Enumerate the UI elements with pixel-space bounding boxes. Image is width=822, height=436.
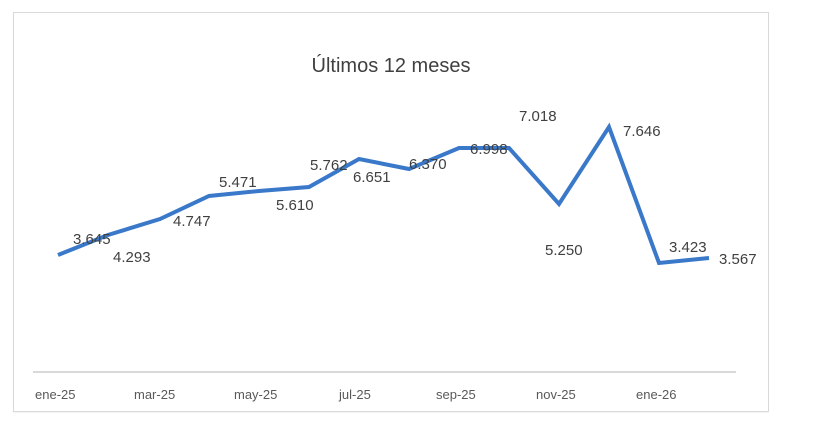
series-line	[57, 122, 710, 266]
data-label: 4.747	[173, 213, 211, 230]
data-label: 6.370	[409, 156, 447, 173]
data-label: 3.645	[73, 231, 111, 248]
data-label: 4.293	[113, 249, 151, 266]
chart-frame: Últimos 12 meses	[13, 12, 769, 412]
data-label: 5.762	[310, 157, 348, 174]
data-label: 3.567	[719, 251, 757, 268]
data-label: 5.250	[545, 242, 583, 259]
data-label: 5.610	[276, 197, 314, 214]
x-axis-ticks: ene-25 mar-25 may-25 jul-25 sep-25 nov-2…	[35, 387, 676, 402]
x-tick-label: nov-25	[536, 387, 576, 402]
chart-title: Últimos 12 meses	[311, 55, 471, 77]
data-label: 6.998	[470, 141, 508, 158]
data-label: 5.471	[219, 174, 257, 191]
x-tick-label: sep-25	[436, 387, 476, 402]
data-labels: 3.645 4.293 4.747 5.471 5.610 5.762 6.65…	[73, 108, 757, 268]
data-label: 6.651	[353, 169, 391, 186]
x-tick-label: jul-25	[338, 387, 371, 402]
x-tick-label: mar-25	[134, 387, 175, 402]
x-tick-label: ene-26	[636, 387, 676, 402]
data-label: 7.018	[519, 108, 557, 125]
x-tick-label: may-25	[234, 387, 277, 402]
x-tick-label: ene-25	[35, 387, 75, 402]
data-label: 3.423	[669, 239, 707, 256]
data-label: 7.646	[623, 123, 661, 140]
